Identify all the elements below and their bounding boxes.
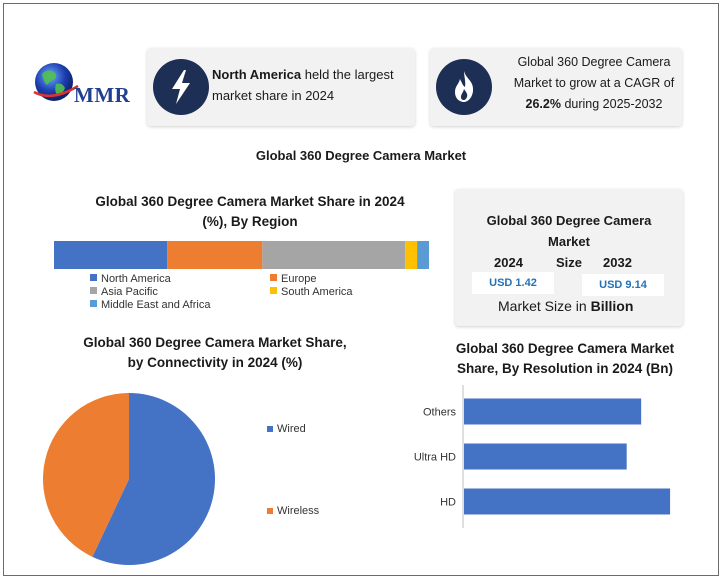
legend-swatch [270,287,277,294]
connectivity-chart-title: Global 360 Degree Camera Market Share, b… [83,335,347,370]
value-2024: USD 1.42 [472,272,554,294]
pie-legend-swatch [267,426,273,432]
pie-legend-label: Wired [277,423,306,435]
legend-label: South America [281,286,353,298]
connectivity-pie-chart: Wired Wireless [42,393,320,565]
market-size-unit: Market Size in Billion [498,298,634,314]
legend-label: North America [101,273,171,285]
region-legend-item: Middle East and Africa [90,299,210,311]
infographic-frame [3,3,719,576]
resolution-chart-title: Global 360 Degree Camera Market Share, B… [455,341,675,376]
cagr-highlight-text: Global 360 Degree Camera Market to grow … [513,55,675,111]
cagr-value: 26.2% [525,97,561,111]
region-bar-segment-0 [54,241,168,269]
pie-legend-label: Wireless [277,505,320,517]
flame-icon [436,59,492,115]
legend-label: Asia Pacific [101,286,158,298]
pie-slice-wireless [42,393,129,557]
region-bar-segment-3 [405,241,418,269]
resolution-bar-1 [464,443,627,470]
lightning-icon [153,59,209,115]
logo-text: MMR [74,83,131,107]
highlight-region: North America [212,67,302,82]
resolution-bar-0 [464,398,642,425]
pie-slice-wired [92,393,216,565]
legend-swatch [90,300,97,307]
page-title: Global 360 Degree Camera Market [255,148,467,163]
resolution-tick-label: HD [440,497,456,509]
legend-label: Europe [281,273,317,285]
year-2032: 2032 [603,255,632,270]
legend-swatch [270,274,277,281]
region-legend: North America Europe Asia Pacific South Ame… [90,273,430,313]
resolution-bar-2 [464,488,671,515]
region-stacked-bar-chart [54,241,429,269]
region-bar-segment-4 [417,241,429,269]
mmr-logo: MMR [28,54,138,114]
resolution-tick-label: Others [423,407,457,419]
market-size-title: Global 360 Degree Camera Market Size [486,213,652,270]
highlight-card-region: North America held the largest market sh… [147,48,415,126]
region-bar-segment-2 [262,241,406,269]
resolution-bar-chart: Others Ultra HD HD [414,385,671,528]
region-legend-item: North America [90,273,171,285]
legend-label: Middle East and Africa [101,299,211,311]
year-2024: 2024 [494,255,523,270]
region-legend-item: Europe [270,273,316,285]
resolution-tick-label: Ultra HD [414,452,456,464]
region-legend-item: South America [270,286,353,298]
region-legend-item: Asia Pacific [90,286,158,298]
highlight-card-cagr: Global 360 Degree Camera Market to grow … [430,48,682,126]
market-size-card: Global 360 Degree Camera Market Size 202… [455,189,683,326]
legend-swatch [90,274,97,281]
value-2032: USD 9.14 [582,274,664,296]
legend-swatch [90,287,97,294]
region-chart-title: Global 360 Degree Camera Market Share in… [95,194,405,229]
globe-icon [33,63,79,101]
region-highlight-text: North America held the largest market sh… [212,67,394,103]
region-bar-segment-1 [167,241,263,269]
pie-legend-swatch [267,508,273,514]
